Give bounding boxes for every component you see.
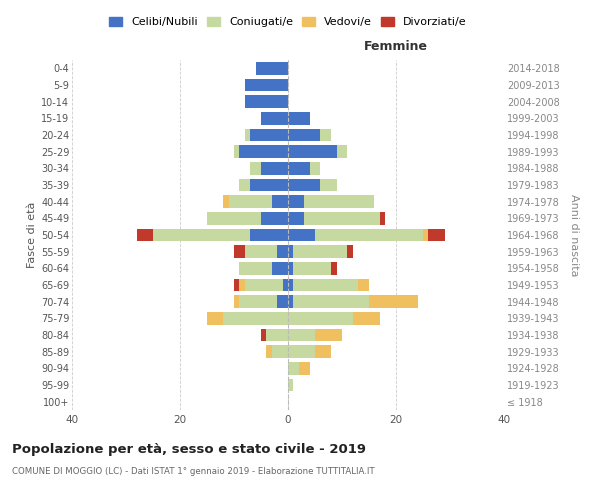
Bar xyxy=(288,362,299,374)
Bar xyxy=(272,262,288,274)
Bar xyxy=(337,146,347,158)
Bar xyxy=(288,312,353,324)
Bar xyxy=(293,296,369,308)
Y-axis label: Fasce di età: Fasce di età xyxy=(26,202,37,268)
Bar xyxy=(250,129,288,141)
Bar xyxy=(288,279,293,291)
Bar xyxy=(288,346,315,358)
Bar xyxy=(234,246,245,258)
Bar xyxy=(331,262,337,274)
Bar xyxy=(239,146,288,158)
Bar xyxy=(277,246,288,258)
Bar xyxy=(288,162,310,174)
Bar xyxy=(223,196,229,208)
Bar xyxy=(288,262,293,274)
Bar xyxy=(250,162,261,174)
Bar xyxy=(137,229,153,241)
Bar xyxy=(229,196,272,208)
Text: Popolazione per età, sesso e stato civile - 2019: Popolazione per età, sesso e stato civil… xyxy=(12,442,366,456)
Bar xyxy=(223,312,288,324)
Bar xyxy=(299,362,310,374)
Bar xyxy=(239,296,277,308)
Bar xyxy=(266,329,288,341)
Bar xyxy=(288,196,304,208)
Bar xyxy=(245,279,283,291)
Bar xyxy=(277,296,288,308)
Bar xyxy=(261,212,288,224)
Text: COMUNE DI MOGGIO (LC) - Dati ISTAT 1° gennaio 2019 - Elaborazione TUTTITALIA.IT: COMUNE DI MOGGIO (LC) - Dati ISTAT 1° ge… xyxy=(12,468,374,476)
Bar xyxy=(288,212,304,224)
Bar xyxy=(380,212,385,224)
Bar xyxy=(153,229,250,241)
Bar xyxy=(283,279,288,291)
Bar xyxy=(245,246,277,258)
Legend: Celibi/Nubili, Coniugati/e, Vedovi/e, Divorziati/e: Celibi/Nubili, Coniugati/e, Vedovi/e, Di… xyxy=(109,16,467,27)
Bar xyxy=(288,329,315,341)
Bar xyxy=(288,229,315,241)
Bar xyxy=(288,246,293,258)
Bar xyxy=(245,96,288,108)
Bar xyxy=(288,296,293,308)
Bar xyxy=(207,212,261,224)
Bar xyxy=(239,279,245,291)
Bar xyxy=(315,229,423,241)
Bar xyxy=(272,196,288,208)
Bar xyxy=(293,246,347,258)
Bar xyxy=(245,79,288,92)
Bar xyxy=(256,62,288,74)
Bar xyxy=(250,229,288,241)
Bar xyxy=(358,279,369,291)
Bar xyxy=(315,346,331,358)
Bar xyxy=(239,262,272,274)
Bar xyxy=(304,196,374,208)
Bar xyxy=(293,279,358,291)
Bar xyxy=(288,379,293,391)
Bar xyxy=(288,146,337,158)
Bar xyxy=(250,179,288,192)
Bar xyxy=(261,112,288,124)
Bar xyxy=(315,329,342,341)
Bar xyxy=(320,129,331,141)
Bar xyxy=(369,296,418,308)
Bar xyxy=(239,179,250,192)
Bar xyxy=(288,179,320,192)
Bar xyxy=(207,312,223,324)
Bar xyxy=(310,162,320,174)
Bar xyxy=(288,129,320,141)
Bar xyxy=(288,112,310,124)
Bar xyxy=(234,146,239,158)
Bar xyxy=(245,129,250,141)
Bar xyxy=(261,162,288,174)
Bar xyxy=(353,312,380,324)
Bar xyxy=(234,296,239,308)
Bar xyxy=(304,212,380,224)
Text: Femmine: Femmine xyxy=(364,40,428,53)
Bar xyxy=(293,262,331,274)
Bar xyxy=(261,329,266,341)
Bar xyxy=(347,246,353,258)
Y-axis label: Anni di nascita: Anni di nascita xyxy=(569,194,579,276)
Bar xyxy=(266,346,272,358)
Bar xyxy=(272,346,288,358)
Bar xyxy=(234,279,239,291)
Bar xyxy=(428,229,445,241)
Bar xyxy=(423,229,428,241)
Bar xyxy=(320,179,337,192)
